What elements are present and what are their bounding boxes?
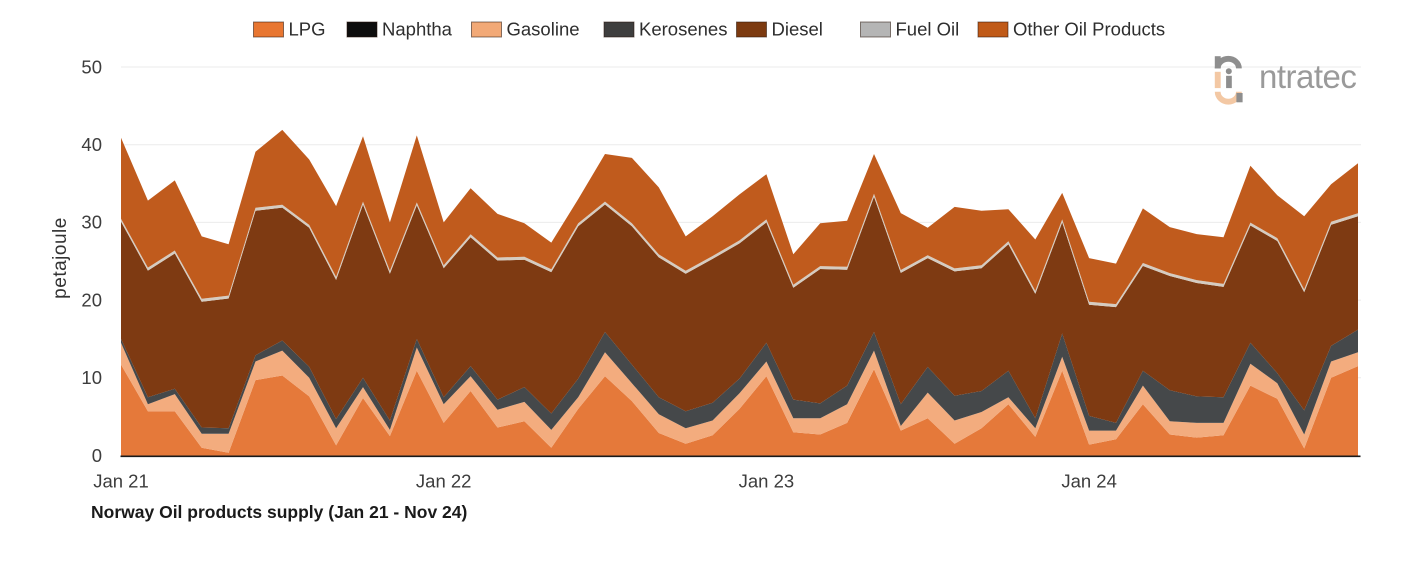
svg-text:Naphtha: Naphtha — [382, 19, 453, 40]
svg-text:Fuel Oil: Fuel Oil — [896, 19, 960, 40]
svg-text:10: 10 — [81, 367, 102, 388]
svg-text:Jan 21: Jan 21 — [93, 471, 149, 492]
svg-text:30: 30 — [81, 212, 102, 233]
svg-text:ntratec: ntratec — [1259, 58, 1356, 95]
svg-text:Other Oil Products: Other Oil Products — [1013, 19, 1165, 40]
svg-text:0: 0 — [92, 445, 102, 466]
svg-text:50: 50 — [81, 56, 102, 77]
svg-text:20: 20 — [81, 289, 102, 310]
svg-text:40: 40 — [81, 134, 102, 155]
svg-text:Jan 23: Jan 23 — [739, 471, 795, 492]
svg-text:Gasoline: Gasoline — [507, 19, 580, 40]
svg-text:Jan 24: Jan 24 — [1061, 471, 1117, 492]
svg-text:Jan 22: Jan 22 — [416, 471, 472, 492]
svg-text:petajoule: petajoule — [50, 217, 71, 299]
svg-text:LPG: LPG — [289, 19, 326, 40]
svg-text:Kerosenes: Kerosenes — [639, 19, 727, 40]
svg-text:Norway Oil products supply (Ja: Norway Oil products supply (Jan 21 - Nov… — [91, 502, 467, 522]
svg-text:Diesel: Diesel — [772, 19, 823, 40]
